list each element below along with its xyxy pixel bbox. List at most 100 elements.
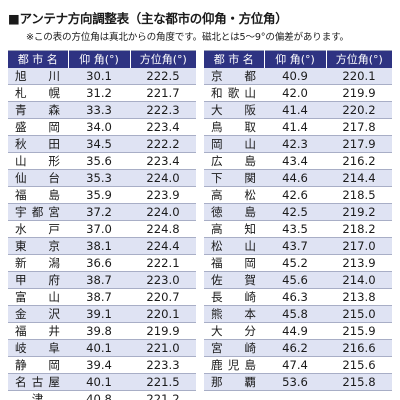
city-name [204, 390, 264, 400]
city-name: 高 知 [204, 220, 264, 238]
elevation-value: 37.2 [68, 203, 130, 221]
city-name: 福 島 [8, 186, 68, 204]
header-city: 都 市 名 [204, 50, 265, 68]
elevation-value: 37.0 [68, 220, 130, 238]
city-name: 大 阪 [204, 101, 264, 119]
city-name: 岐 阜 [8, 339, 68, 357]
header-city: 都 市 名 [8, 50, 69, 68]
elevation-value: 45.8 [264, 305, 326, 324]
city-name: 水 戸 [8, 220, 68, 238]
city-name: 岡 山 [204, 135, 264, 153]
table-row: 静 岡 39.4 223.3 [8, 356, 196, 374]
table-row: 下 関 44.6 214.4 [204, 169, 392, 187]
azimuth-value: 217.8 [326, 118, 392, 136]
city-name: 長 崎 [204, 288, 264, 307]
azimuth-value: 215.8 [326, 373, 392, 392]
azimuth-value: 224.0 [130, 169, 196, 187]
city-name: 鹿児島 [204, 356, 264, 375]
table-row: 和歌山 42.0 219.9 [204, 84, 392, 102]
elevation-value [264, 390, 326, 400]
table-row: 広 島 43.4 216.2 [204, 152, 392, 170]
city-name: 旭 川 [8, 67, 68, 85]
azimuth-value: 215.0 [326, 305, 392, 324]
azimuth-value: 214.4 [326, 169, 392, 187]
elevation-value: 34.5 [68, 135, 130, 153]
city-name: 熊 本 [204, 305, 264, 324]
right-table: 都 市 名 仰 角(°) 方位角(°) 京 都 40.9 220.1 和歌山 42.0 2… [204, 50, 392, 400]
azimuth-value: 215.6 [326, 356, 392, 375]
city-name: 甲 府 [8, 271, 68, 289]
azimuth-value: 223.4 [130, 152, 196, 170]
city-name: 札 幌 [8, 84, 68, 102]
elevation-value: 38.7 [68, 288, 130, 306]
azimuth-value: 219.9 [130, 322, 196, 340]
azimuth-value: 220.1 [326, 67, 392, 85]
azimuth-value: 224.4 [130, 237, 196, 255]
azimuth-value: 213.8 [326, 288, 392, 307]
elevation-value: 39.4 [68, 356, 130, 374]
table-row: 甲 府 38.7 223.0 [8, 271, 196, 289]
elevation-value: 46.2 [264, 339, 326, 358]
table-row: 那 覇 53.6 215.8 [204, 373, 392, 392]
city-name: 青 森 [8, 101, 68, 119]
elevation-value: 47.4 [264, 356, 326, 375]
elevation-value: 43.5 [264, 220, 326, 238]
city-name: 宮 崎 [204, 339, 264, 358]
city-name: 松 山 [204, 237, 264, 256]
table-row: 福 島 35.9 223.9 [8, 186, 196, 204]
elevation-value: 40.9 [264, 67, 326, 85]
table-row: 高 松 42.6 218.5 [204, 186, 392, 204]
city-name: 大 分 [204, 322, 264, 341]
azimuth-value: 222.2 [130, 135, 196, 153]
table-row: 札 幌 31.2 221.7 [8, 84, 196, 102]
table-row: 高 知 43.5 218.2 [204, 220, 392, 238]
left-table: 都 市 名 仰 角(°) 方位角(°) 旭 川 30.1 222.5 札 幌 31.2 2… [8, 50, 196, 400]
elevation-value: 36.6 [68, 254, 130, 272]
elevation-value: 40.8 [68, 390, 130, 400]
table-row: 金 沢 39.1 220.1 [8, 305, 196, 323]
city-name: 鳥 取 [204, 118, 264, 136]
azimuth-value: 222.5 [130, 67, 196, 85]
city-name: 盛 岡 [8, 118, 68, 136]
azimuth-value: 220.7 [130, 288, 196, 306]
elevation-value: 40.1 [68, 373, 130, 391]
elevation-value: 42.6 [264, 186, 326, 204]
city-name: 福 岡 [204, 254, 264, 273]
table-row: 宮 崎 46.2 216.6 [204, 339, 392, 358]
city-name: 下 関 [204, 169, 264, 187]
table-row: 松 山 43.7 217.0 [204, 237, 392, 256]
elevation-value: 33.3 [68, 101, 130, 119]
azimuth-value: 221.2 [130, 390, 196, 400]
elevation-value: 38.1 [68, 237, 130, 255]
elevation-value: 38.7 [68, 271, 130, 289]
elevation-value: 31.2 [68, 84, 130, 102]
city-name: 山 形 [8, 152, 68, 170]
azimuth-value: 221.7 [130, 84, 196, 102]
elevation-value: 34.0 [68, 118, 130, 136]
table-row: 盛 岡 34.0 223.4 [8, 118, 196, 136]
table-row [204, 390, 392, 400]
azimuth-value: 219.2 [326, 203, 392, 221]
table-row: 津 40.8 221.2 [8, 390, 196, 400]
table-row: 青 森 33.3 222.3 [8, 101, 196, 119]
elevation-value: 30.1 [68, 67, 130, 85]
city-name: 福 井 [8, 322, 68, 340]
elevation-value: 46.3 [264, 288, 326, 307]
table-row: 徳 島 42.5 219.2 [204, 203, 392, 221]
table-row: 新 潟 36.6 222.1 [8, 254, 196, 272]
table-row: 長 崎 46.3 213.8 [204, 288, 392, 307]
table-row: 水 戸 37.0 224.8 [8, 220, 196, 238]
azimuth-value: 214.0 [326, 271, 392, 290]
azimuth-note: ※この表の方位角は真北からの角度です。磁北とは5～9°の偏差があります。 [26, 32, 349, 43]
azimuth-value: 220.2 [326, 101, 392, 119]
city-name: 高 松 [204, 186, 264, 204]
header-azimuth: 方位角(°) [326, 50, 392, 68]
table-row: 山 形 35.6 223.4 [8, 152, 196, 170]
table-row: 富 山 38.7 220.7 [8, 288, 196, 306]
table-row: 福 岡 45.2 213.9 [204, 254, 392, 273]
table-row: 岐 阜 40.1 221.0 [8, 339, 196, 357]
azimuth-value: 221.0 [130, 339, 196, 357]
